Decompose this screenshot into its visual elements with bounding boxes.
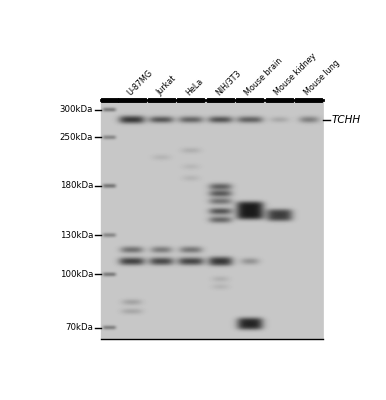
Text: 180kDa: 180kDa [60, 181, 93, 190]
Text: Mouse lung: Mouse lung [302, 58, 341, 97]
Text: U-87MG: U-87MG [125, 68, 155, 97]
Text: Mouse kidney: Mouse kidney [273, 52, 318, 97]
Text: 250kDa: 250kDa [60, 133, 93, 142]
Text: 300kDa: 300kDa [60, 105, 93, 114]
Text: 130kDa: 130kDa [60, 231, 93, 240]
Text: 100kDa: 100kDa [60, 270, 93, 279]
Text: 70kDa: 70kDa [65, 323, 93, 332]
Text: TCHH: TCHH [331, 115, 360, 125]
Text: Mouse brain: Mouse brain [244, 56, 284, 97]
Text: NIH/3T3: NIH/3T3 [214, 69, 242, 97]
Text: Jurkat: Jurkat [155, 74, 178, 97]
Text: HeLa: HeLa [185, 76, 205, 97]
